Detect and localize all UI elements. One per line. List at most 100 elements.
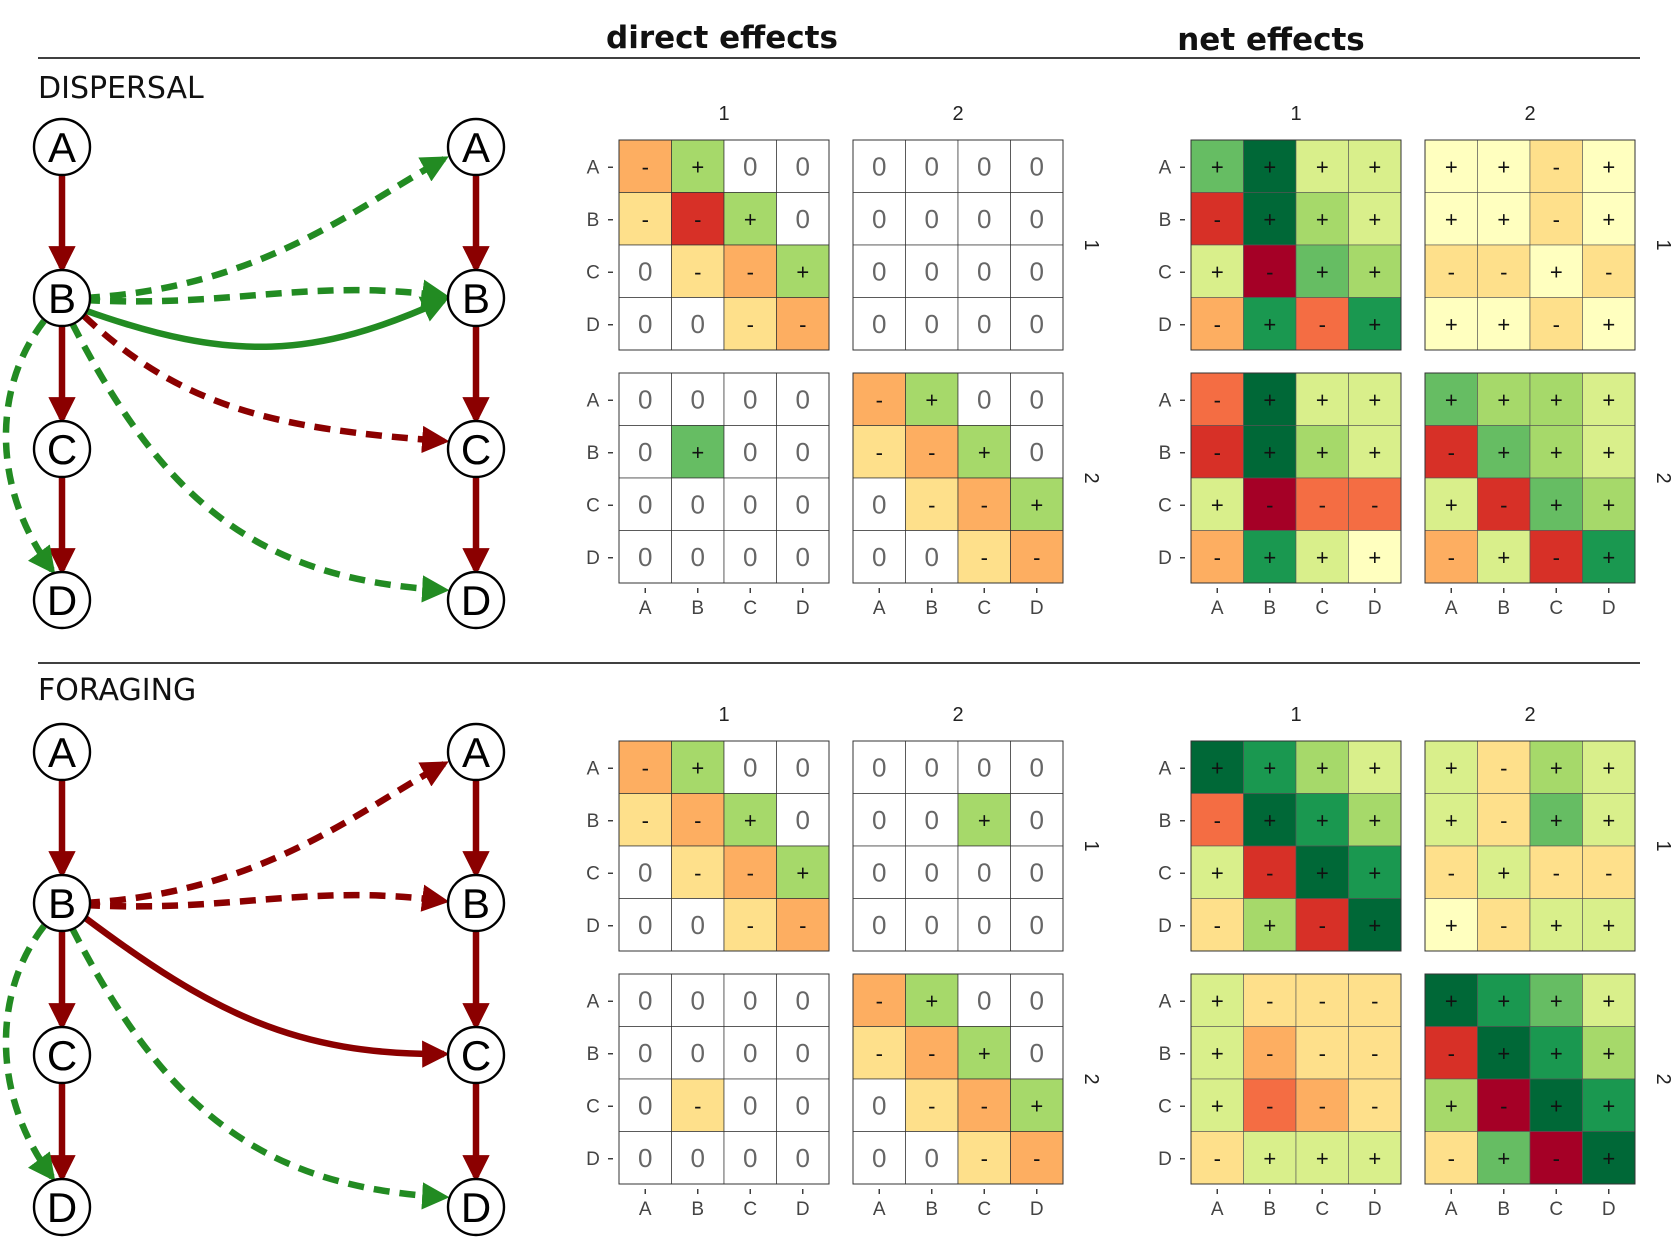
- cell-bd: [1010, 793, 1064, 847]
- cell-value: +: [1602, 1041, 1615, 1066]
- cell-aa: [1190, 372, 1244, 426]
- cell-bd: [1010, 1026, 1064, 1080]
- cell-value: 0: [743, 1038, 757, 1068]
- cell-value: +: [1497, 154, 1510, 179]
- cell-da: [1190, 297, 1244, 351]
- cell-bc: [1295, 192, 1349, 246]
- cell-value: 0: [977, 309, 991, 339]
- cell-bb: [905, 1026, 959, 1080]
- x-tick-label: A: [639, 598, 652, 619]
- cell-cd: [776, 1078, 830, 1132]
- cell-value: -: [747, 259, 754, 284]
- cell-aa: [1190, 139, 1244, 193]
- node-circle: [446, 117, 506, 177]
- cell-value: 0: [872, 489, 886, 519]
- cell-bb: [1243, 192, 1297, 246]
- cell-value: +: [1497, 1146, 1510, 1171]
- x-tick-label: C: [1315, 1199, 1329, 1220]
- matrix-b21: - + + + - + + + + - - - - + + + A B C D A B C D: [1158, 372, 1402, 619]
- cell-value: +: [1263, 440, 1276, 465]
- cell-value: +: [1602, 492, 1615, 517]
- node-label: C: [47, 426, 77, 473]
- cell-value: 0: [796, 1038, 810, 1068]
- x-tick-label: C: [977, 1199, 991, 1220]
- cell-value: -: [1500, 808, 1507, 833]
- cell-dc: [1529, 1131, 1583, 1185]
- node-circle: [32, 1025, 92, 1085]
- matrix-border: [1424, 740, 1636, 952]
- cell-bc: [1529, 425, 1583, 479]
- edge-l-b-to-r-b-solid: [82, 296, 449, 351]
- cell-value: +: [1368, 387, 1381, 412]
- cell-cd: [1348, 477, 1402, 531]
- cell-value: +: [1550, 755, 1563, 780]
- edge-l-b-to-l-d-dashed: [2, 319, 56, 575]
- cell-ca: [1190, 845, 1244, 899]
- cell-bc: [723, 425, 777, 479]
- cell-value: -: [1553, 860, 1560, 885]
- cell-value: 0: [977, 384, 991, 414]
- node-left-d: D: [32, 570, 92, 630]
- cell-cc: [723, 244, 777, 298]
- facet-row-label: 1: [1080, 239, 1102, 250]
- y-tick-label: A: [587, 157, 600, 178]
- cell-value: -: [1266, 492, 1273, 517]
- matrix-border: [852, 372, 1064, 584]
- cell-value: -: [1319, 312, 1326, 337]
- y-tick-label: C: [1158, 863, 1172, 884]
- cell-value: 0: [977, 752, 991, 782]
- cell-db: [1243, 530, 1297, 584]
- cell-cd: [1582, 1078, 1636, 1132]
- cell-value: 0: [872, 1090, 886, 1120]
- cell-value: -: [1214, 913, 1221, 938]
- node-circle: [446, 722, 506, 782]
- cell-value: -: [928, 492, 935, 517]
- edge-l-b-to-r-d-dashed: [69, 321, 450, 603]
- cell-value: 0: [977, 857, 991, 887]
- cell-cd: [776, 477, 830, 531]
- cell-cb: [1477, 845, 1531, 899]
- cell-db: [1477, 297, 1531, 351]
- matrix-border: [618, 372, 830, 584]
- cell-value: +: [1368, 808, 1381, 833]
- cell-value: +: [1316, 1146, 1329, 1171]
- cell-value: +: [1316, 860, 1329, 885]
- cell-value: +: [1550, 1093, 1563, 1118]
- y-tick-label: C: [586, 495, 600, 516]
- x-tick-label: B: [925, 1199, 938, 1220]
- cell-value: 0: [638, 309, 652, 339]
- cell-dc: [1295, 530, 1349, 584]
- edge-l-b-to-r-a-dashed: [83, 761, 449, 907]
- matrix-b11: + + + + - + + + + - + + - + - + A B C D 1: [1158, 103, 1402, 351]
- cell-cd: [1010, 477, 1064, 531]
- matrix-border: [1190, 973, 1402, 1185]
- cell-bc: [957, 1026, 1011, 1080]
- cell-aa: [618, 372, 672, 426]
- cell-da: [618, 1131, 672, 1185]
- cell-ca: [1424, 244, 1478, 298]
- cell-value: +: [1602, 808, 1615, 833]
- cell-ac: [1529, 740, 1583, 794]
- cell-ac: [957, 740, 1011, 794]
- cell-value: +: [691, 755, 704, 780]
- cell-bd: [1582, 793, 1636, 847]
- cell-value: +: [978, 440, 991, 465]
- facet-col-label: 1: [1290, 704, 1301, 726]
- cell-value: +: [1263, 1146, 1276, 1171]
- matrix-b21: 0 0 0 0 0 0 0 0 0 - 0 0 0 0 0 0 A B C D A B C D: [586, 973, 830, 1220]
- cell-dc: [1295, 898, 1349, 952]
- cell-value: +: [1445, 1093, 1458, 1118]
- cell-value: 0: [796, 151, 810, 181]
- y-tick-label: B: [587, 1044, 600, 1065]
- cell-ca: [852, 1078, 906, 1132]
- cell-value: +: [1368, 154, 1381, 179]
- matrix-b22: + + + + - + + + + - + + - + - + A B C D 2: [1424, 973, 1674, 1220]
- cell-aa: [1424, 372, 1478, 426]
- cell-value: +: [1497, 988, 1510, 1013]
- x-tick-label: A: [1211, 1199, 1224, 1220]
- cell-ba: [1190, 192, 1244, 246]
- cell-value: 0: [925, 204, 939, 234]
- cell-value: 0: [1030, 256, 1044, 286]
- x-tick-label: B: [1497, 1199, 1510, 1220]
- cell-dc: [957, 297, 1011, 351]
